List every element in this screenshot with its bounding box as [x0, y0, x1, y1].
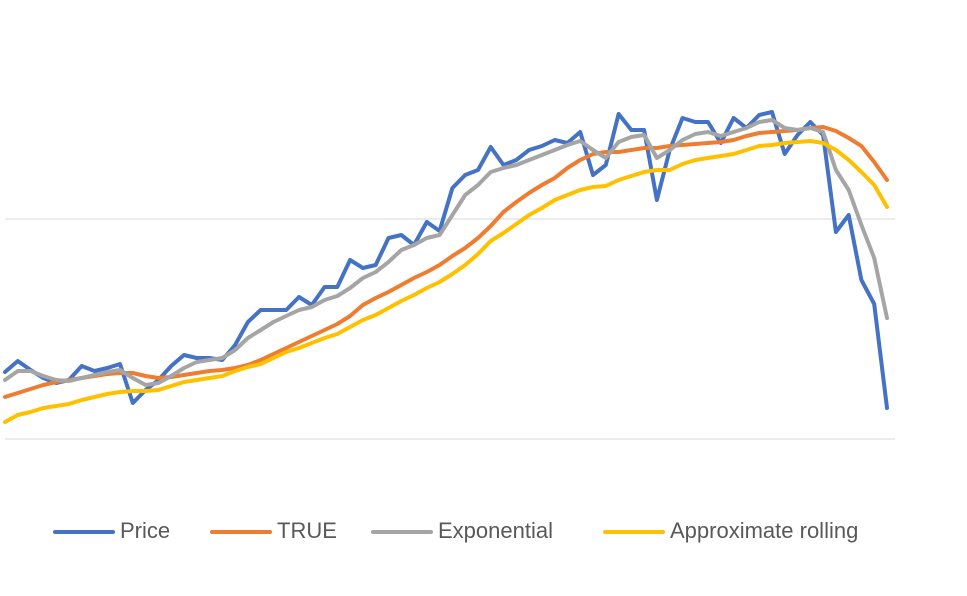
series-line — [3, 125, 889, 399]
legend-label: Approximate rolling — [670, 518, 858, 543]
series-line — [3, 118, 889, 387]
legend-label: TRUE — [277, 518, 337, 543]
series-line — [3, 139, 889, 424]
legend-label: Exponential — [438, 518, 553, 543]
legend-label: Price — [120, 518, 170, 543]
